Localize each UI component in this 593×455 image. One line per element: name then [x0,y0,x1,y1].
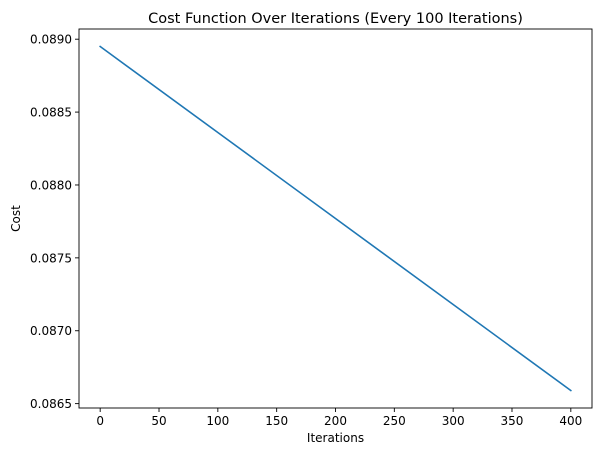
y-tick-label: 0.0885 [30,106,72,120]
y-axis-label: Cost [9,205,23,232]
x-tick-label: 400 [559,414,582,428]
y-tick-label: 0.0870 [30,324,72,338]
chart-title: Cost Function Over Iterations (Every 100… [148,11,523,27]
x-tick-label: 300 [442,414,465,428]
y-tick-label: 0.0880 [30,178,72,192]
y-tick-label: 0.0875 [30,251,72,265]
y-tick-label: 0.0865 [30,397,72,411]
x-tick-label: 250 [383,414,406,428]
x-tick-label: 100 [206,414,229,428]
x-tick-label: 150 [265,414,288,428]
x-tick-label: 350 [501,414,524,428]
y-axis-ticks: 0.0865 0.0870 0.0875 0.0880 0.0885 0.0890 [30,33,79,411]
x-tick-label: 200 [324,414,347,428]
x-tick-label: 50 [151,414,166,428]
x-tick-label: 0 [96,414,104,428]
x-axis-ticks: 0 50 100 150 200 250 300 350 400 [96,408,582,428]
cost-series-line [99,45,572,392]
y-tick-label: 0.0890 [30,33,72,47]
x-axis-label: Iterations [307,431,364,445]
